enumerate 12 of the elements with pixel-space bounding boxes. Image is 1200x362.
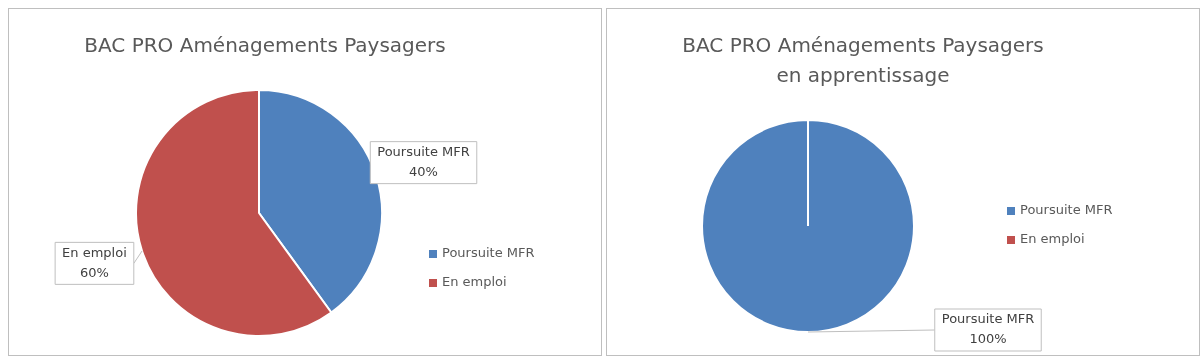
- legend-label: En emploi: [1020, 231, 1085, 247]
- chart-title: BAC PRO Aménagements Paysagers: [84, 33, 446, 58]
- legend-label: En emploi: [442, 274, 507, 290]
- chart-title: BAC PRO Aménagements Paysagers en apprentissage: [682, 33, 1044, 88]
- slice-label: Poursuite MFR: [377, 144, 470, 160]
- slice-label: En emploi: [62, 244, 127, 260]
- data-label: 40%: [409, 164, 438, 180]
- legend-label: Poursuite MFR: [1020, 202, 1113, 218]
- data-label: 100%: [969, 331, 1007, 347]
- data-label: 60%: [80, 264, 109, 280]
- slice-label: Poursuite MFR: [941, 311, 1035, 327]
- legend-label: Poursuite MFR: [442, 245, 535, 261]
